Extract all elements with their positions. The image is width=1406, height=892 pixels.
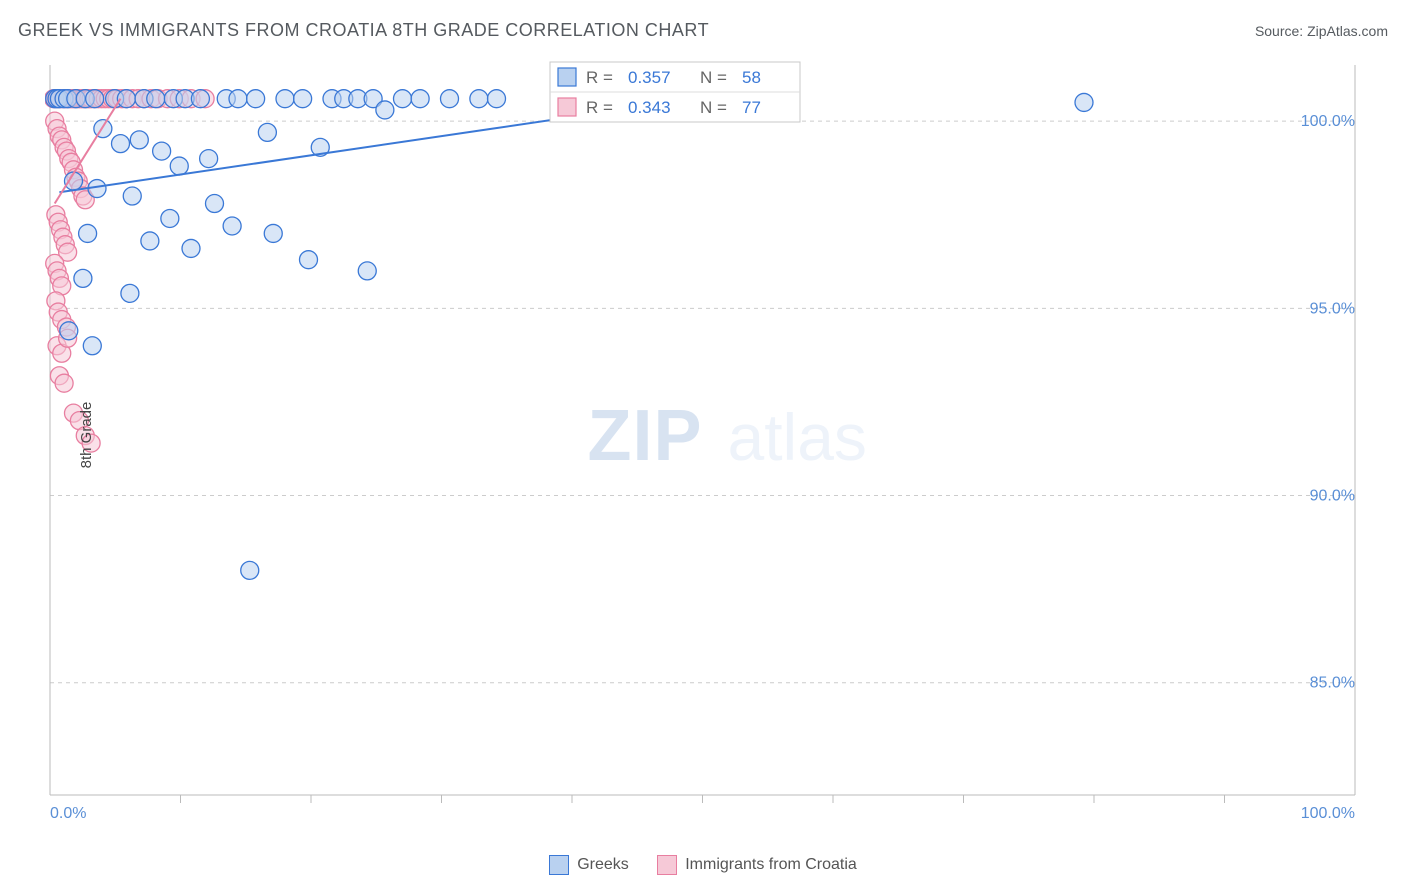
- scatter-plot: 85.0% 90.0% 95.0% 100.0% ZIP atlas 0.0% 100.0% R…: [45, 50, 1385, 820]
- source-link[interactable]: ZipAtlas.com: [1307, 23, 1388, 39]
- data-point: [206, 195, 224, 213]
- svg-text:0.0%: 0.0%: [50, 805, 86, 820]
- data-point: [470, 90, 488, 108]
- data-point: [79, 224, 97, 242]
- data-point: [182, 239, 200, 257]
- data-point: [60, 322, 78, 340]
- data-point: [1075, 93, 1093, 111]
- data-point: [247, 90, 265, 108]
- data-point: [123, 187, 141, 205]
- svg-text:100.0%: 100.0%: [1301, 805, 1355, 820]
- legend-item-greeks: Greeks: [549, 855, 629, 875]
- header-row: GREEK VS IMMIGRANTS FROM CROATIA 8TH GRA…: [18, 20, 1388, 41]
- data-point: [241, 561, 259, 579]
- data-point: [300, 251, 318, 269]
- stats-box: R = 0.357 N = 58 R = 0.343 N = 77: [550, 62, 800, 122]
- data-point: [130, 131, 148, 149]
- svg-text:85.0%: 85.0%: [1310, 675, 1355, 692]
- data-point: [294, 90, 312, 108]
- legend: Greeks Immigrants from Croatia: [0, 855, 1406, 880]
- legend-label-greeks: Greeks: [577, 856, 629, 874]
- data-point: [200, 150, 218, 168]
- legend-swatch-greeks: [549, 855, 569, 875]
- svg-text:R =: R =: [586, 68, 613, 87]
- stats-r-value: 0.357: [628, 68, 671, 87]
- data-point: [147, 90, 165, 108]
- legend-item-croatia: Immigrants from Croatia: [657, 855, 857, 875]
- svg-text:ZIP: ZIP: [588, 396, 703, 476]
- svg-text:90.0%: 90.0%: [1310, 488, 1355, 505]
- data-point: [83, 337, 101, 355]
- data-point: [229, 90, 247, 108]
- data-point: [411, 90, 429, 108]
- data-point: [112, 135, 130, 153]
- data-point: [121, 284, 139, 302]
- data-point: [141, 232, 159, 250]
- chart-area: 8th Grade 85.0% 90.0% 95.0% 100.0% ZIP atlas 0…: [45, 50, 1385, 820]
- stats-r-value: 0.343: [628, 98, 671, 117]
- stats-n-value: 77: [742, 98, 761, 117]
- stats-swatch-croatia: [558, 98, 576, 116]
- data-point: [55, 374, 73, 392]
- data-point: [258, 123, 276, 141]
- data-point: [441, 90, 459, 108]
- legend-swatch-croatia: [657, 855, 677, 875]
- data-point: [394, 90, 412, 108]
- source-label: Source:: [1255, 23, 1303, 39]
- data-point: [74, 269, 92, 287]
- data-point: [170, 157, 188, 175]
- data-point: [264, 224, 282, 242]
- stats-n-value: 58: [742, 68, 761, 87]
- data-point: [153, 142, 171, 160]
- svg-text:N =: N =: [700, 68, 727, 87]
- svg-text:R =: R =: [586, 98, 613, 117]
- svg-text:100.0%: 100.0%: [1301, 113, 1355, 130]
- source-attribution: Source: ZipAtlas.com: [1255, 23, 1388, 39]
- svg-text:atlas: atlas: [728, 400, 867, 474]
- data-point: [223, 217, 241, 235]
- legend-label-croatia: Immigrants from Croatia: [685, 856, 857, 874]
- data-point: [376, 101, 394, 119]
- chart-title: GREEK VS IMMIGRANTS FROM CROATIA 8TH GRA…: [18, 20, 709, 41]
- data-point: [191, 90, 209, 108]
- svg-text:N =: N =: [700, 98, 727, 117]
- y-axis-label: 8th Grade: [78, 402, 95, 469]
- stats-swatch-greeks: [558, 68, 576, 86]
- data-point: [488, 90, 506, 108]
- data-point: [86, 90, 104, 108]
- data-point: [358, 262, 376, 280]
- data-point: [276, 90, 294, 108]
- svg-text:95.0%: 95.0%: [1310, 300, 1355, 317]
- data-point: [161, 209, 179, 227]
